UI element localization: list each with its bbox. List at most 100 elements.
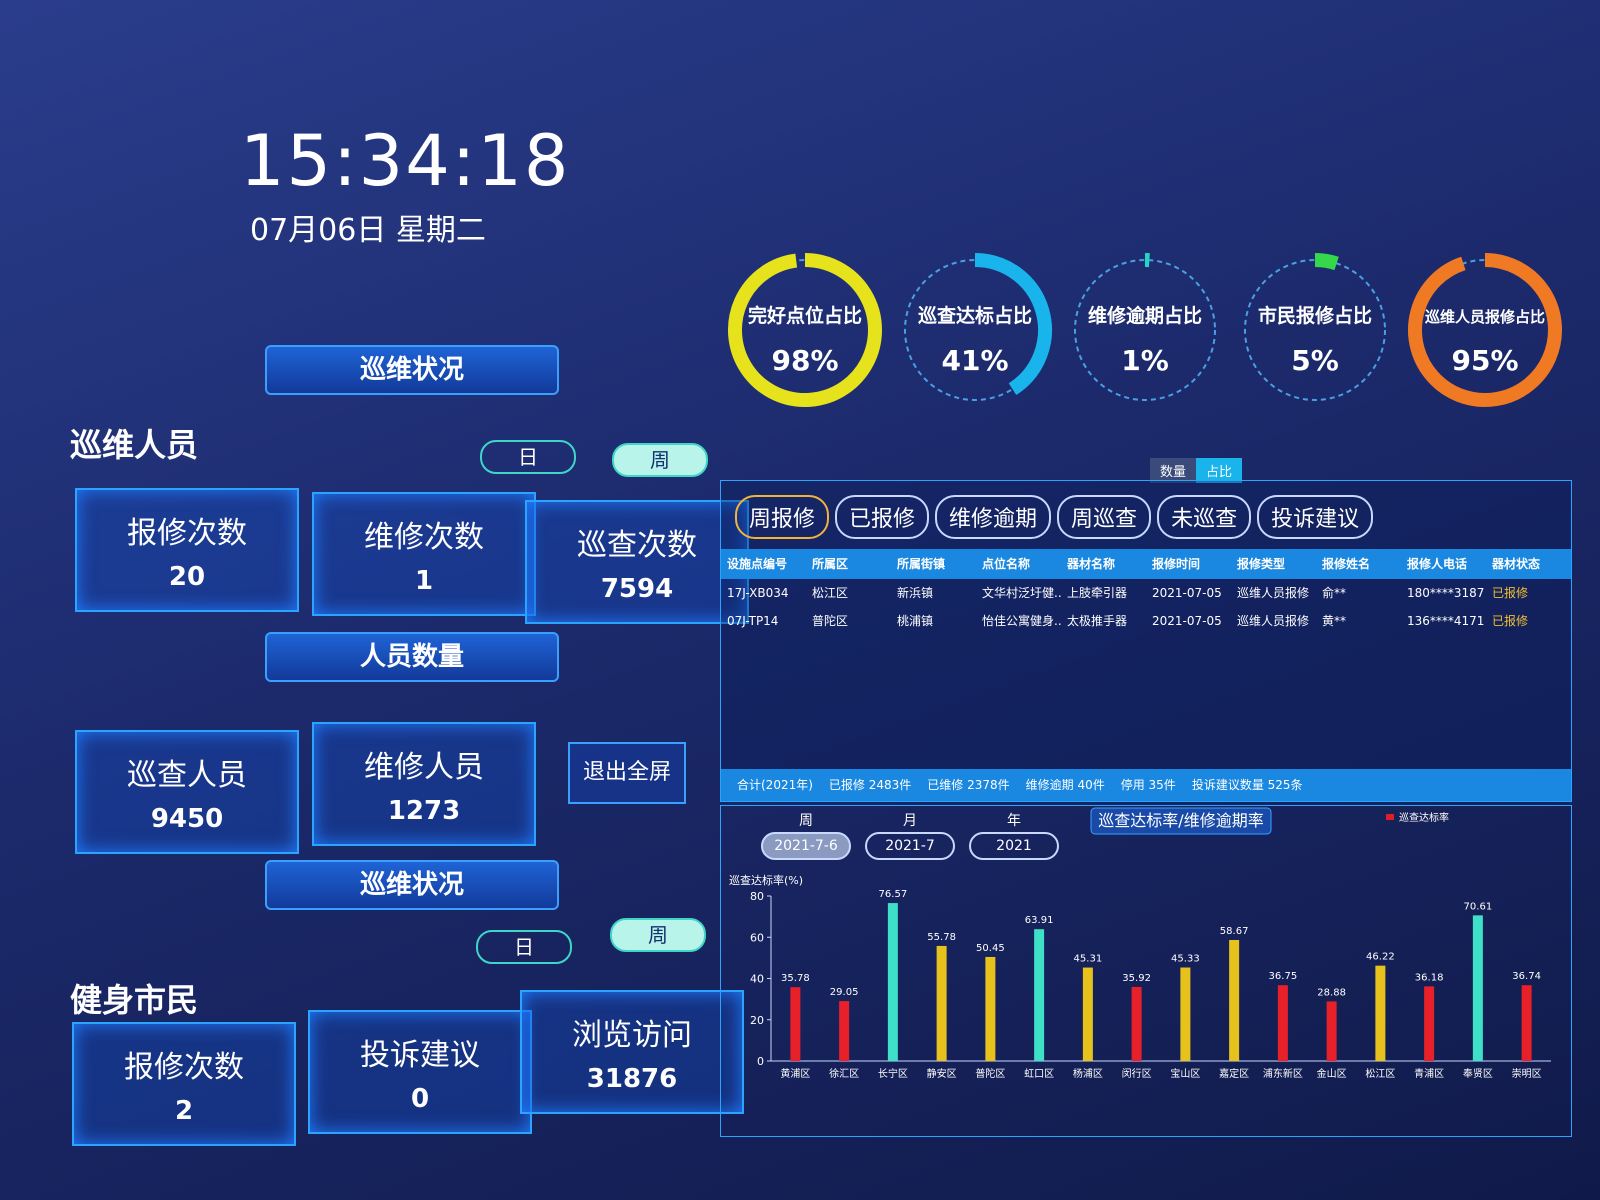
table: 设施点编号 所属区 所属街镇 点位名称 器材名称 报修时间 报修类型 报修姓名 报修人电话 器材状… xyxy=(721,549,1571,635)
tab[interactable]: 已报修 xyxy=(835,495,930,539)
summary-item: 已报修 2483件 xyxy=(828,778,912,792)
gauge-label: 巡维人员报修占比 xyxy=(1425,308,1545,326)
stat-value: 7594 xyxy=(600,574,674,604)
x-tick-label: 虹口区 xyxy=(1024,1068,1054,1080)
stat-card: 维修次数 1 xyxy=(312,492,536,616)
stat-label: 巡查次数 xyxy=(577,528,697,563)
table-header: 设施点编号 所属区 所属街镇 点位名称 器材名称 报修时间 报修类型 报修姓名 报修人电话 器材状… xyxy=(721,549,1571,579)
gauge-label: 完好点位占比 xyxy=(748,304,862,327)
y-tick-label: 20 xyxy=(750,1014,764,1027)
stat-card: 浏览访问 31876 xyxy=(520,990,744,1114)
date: 07月06日 星期二 xyxy=(250,213,486,248)
column-header: 报修人电话 xyxy=(1407,557,1468,571)
table-cell: 黄** xyxy=(1322,614,1347,628)
value-label: 50.45 xyxy=(976,943,1005,954)
summary-item: 停用 35件 xyxy=(1120,778,1176,792)
chart-title: 巡查达标率/维修逾期率 xyxy=(1098,811,1263,830)
stat-value: 1 xyxy=(414,566,434,596)
toggle[interactable]: 日 xyxy=(480,440,576,474)
value-label: 45.31 xyxy=(1074,954,1103,965)
stat-label: 投诉建议 xyxy=(360,1038,480,1073)
value-label: 28.88 xyxy=(1317,987,1346,998)
gauge-value: 41% xyxy=(941,344,1008,377)
table-cell: 已报修 xyxy=(1492,614,1529,628)
period-selector: 周 2021-7-6 月 2021-7 年 2021 xyxy=(761,810,1059,860)
toggle[interactable]: 周 xyxy=(610,918,706,952)
value-label: 45.33 xyxy=(1171,954,1200,965)
stat-card: 巡查次数 7594 xyxy=(525,500,749,624)
bar xyxy=(985,956,996,1061)
x-tick-label: 松江区 xyxy=(1365,1067,1395,1080)
summary-item: 合计(2021年) xyxy=(737,778,813,792)
period-value: 2021-7 xyxy=(865,832,955,860)
x-tick-label: 金山区 xyxy=(1317,1067,1347,1080)
table-cell: 上肢牵引器 xyxy=(1067,586,1128,600)
tab[interactable]: 未巡查 xyxy=(1157,495,1252,539)
exit-button[interactable]: 退出全屏 xyxy=(568,742,686,804)
y-tick-label: 60 xyxy=(750,931,764,944)
tab[interactable]: 周巡查 xyxy=(1057,495,1152,539)
x-tick-label: 奉贤区 xyxy=(1463,1067,1493,1080)
stat-card: 巡查人员 9450 xyxy=(75,730,299,854)
toggle[interactable]: 占比 xyxy=(1196,458,1243,483)
period[interactable]: 周 2021-7-6 xyxy=(761,810,851,860)
stat-card: 投诉建议 0 xyxy=(308,1010,532,1134)
banner: 人员数量 xyxy=(265,632,559,682)
table-cell: 巡维人员报修 xyxy=(1237,586,1310,600)
tab[interactable]: 投诉建议 xyxy=(1257,495,1374,539)
stat-label: 维修人员 xyxy=(364,750,484,785)
tab[interactable]: 维修逾期 xyxy=(935,495,1052,539)
gauge-arc xyxy=(1408,253,1562,407)
column-header: 器材状态 xyxy=(1492,557,1541,571)
value-label: 36.75 xyxy=(1269,971,1298,982)
bar xyxy=(887,903,898,1061)
summary-item: 投诉建议数量 525条 xyxy=(1191,778,1303,792)
chart-panel: 周 2021-7-6 月 2021-7 年 2021 巡查达标率/维修逾期率 巡查达标率 巡查… xyxy=(720,805,1572,1137)
toggle[interactable]: 日 xyxy=(476,930,572,964)
bar xyxy=(1424,986,1435,1061)
period-label: 年 xyxy=(1007,813,1021,829)
title-box xyxy=(1090,807,1272,835)
stat-value: 9450 xyxy=(150,804,224,834)
legend-label: 巡查达标率 xyxy=(1399,811,1449,824)
stat-label: 巡查人员 xyxy=(127,758,247,793)
stat-value: 2 xyxy=(174,1096,194,1126)
gauge-label: 维修逾期占比 xyxy=(1088,304,1202,327)
bar xyxy=(790,987,801,1061)
banner: 巡维状况 xyxy=(265,860,559,910)
gauge-arc xyxy=(1314,253,1339,271)
summary-item: 已维修 2378件 xyxy=(927,778,1010,792)
stat-value: 1273 xyxy=(387,796,461,826)
table-cell: 文华村泛圩健... xyxy=(982,586,1061,600)
bar xyxy=(1180,967,1191,1061)
bar xyxy=(1082,967,1093,1061)
toggle[interactable]: 数量 xyxy=(1150,458,1197,483)
period-value: 2021-7-6 xyxy=(761,832,851,860)
x-tick-label: 闵行区 xyxy=(1122,1067,1152,1080)
column-header: 器材名称 xyxy=(1067,557,1116,571)
period[interactable]: 年 2021 xyxy=(969,810,1059,860)
value-label: 36.18 xyxy=(1415,972,1444,983)
period[interactable]: 月 2021-7 xyxy=(865,810,955,860)
tabs: 周报修 已报修 维修逾期 周巡查 未巡查 投诉建议 xyxy=(735,495,1571,539)
gauge-arc xyxy=(728,253,882,407)
table-cell: 07J-TP14 xyxy=(727,614,779,628)
value-label: 76.57 xyxy=(879,889,908,900)
gauge-value: 98% xyxy=(771,344,838,377)
value-label: 35.78 xyxy=(781,973,810,984)
table-cell: 已报修 xyxy=(1492,586,1529,600)
stat-value: 31876 xyxy=(586,1064,678,1094)
value-label: 63.91 xyxy=(1025,915,1054,926)
toggle[interactable]: 周 xyxy=(612,443,708,477)
summary-item: 维修逾期 40件 xyxy=(1025,778,1105,792)
value-label: 70.61 xyxy=(1464,901,1493,912)
stat-label: 浏览访问 xyxy=(572,1018,692,1053)
table-cell: 普陀区 xyxy=(812,614,849,628)
unit-toggle: 数量 占比 xyxy=(1150,458,1243,483)
table-cell: 松江区 xyxy=(812,586,849,600)
table-cell: 180****3187 xyxy=(1407,586,1485,600)
repair-panel: 周报修 已报修 维修逾期 周巡查 未巡查 投诉建议 设施点编号 所属区 所属街镇 点位名称 器材名… xyxy=(720,480,1572,802)
table-cell: 俞** xyxy=(1322,586,1347,600)
tab[interactable]: 周报修 xyxy=(735,495,830,539)
value-label: 46.22 xyxy=(1366,952,1395,963)
